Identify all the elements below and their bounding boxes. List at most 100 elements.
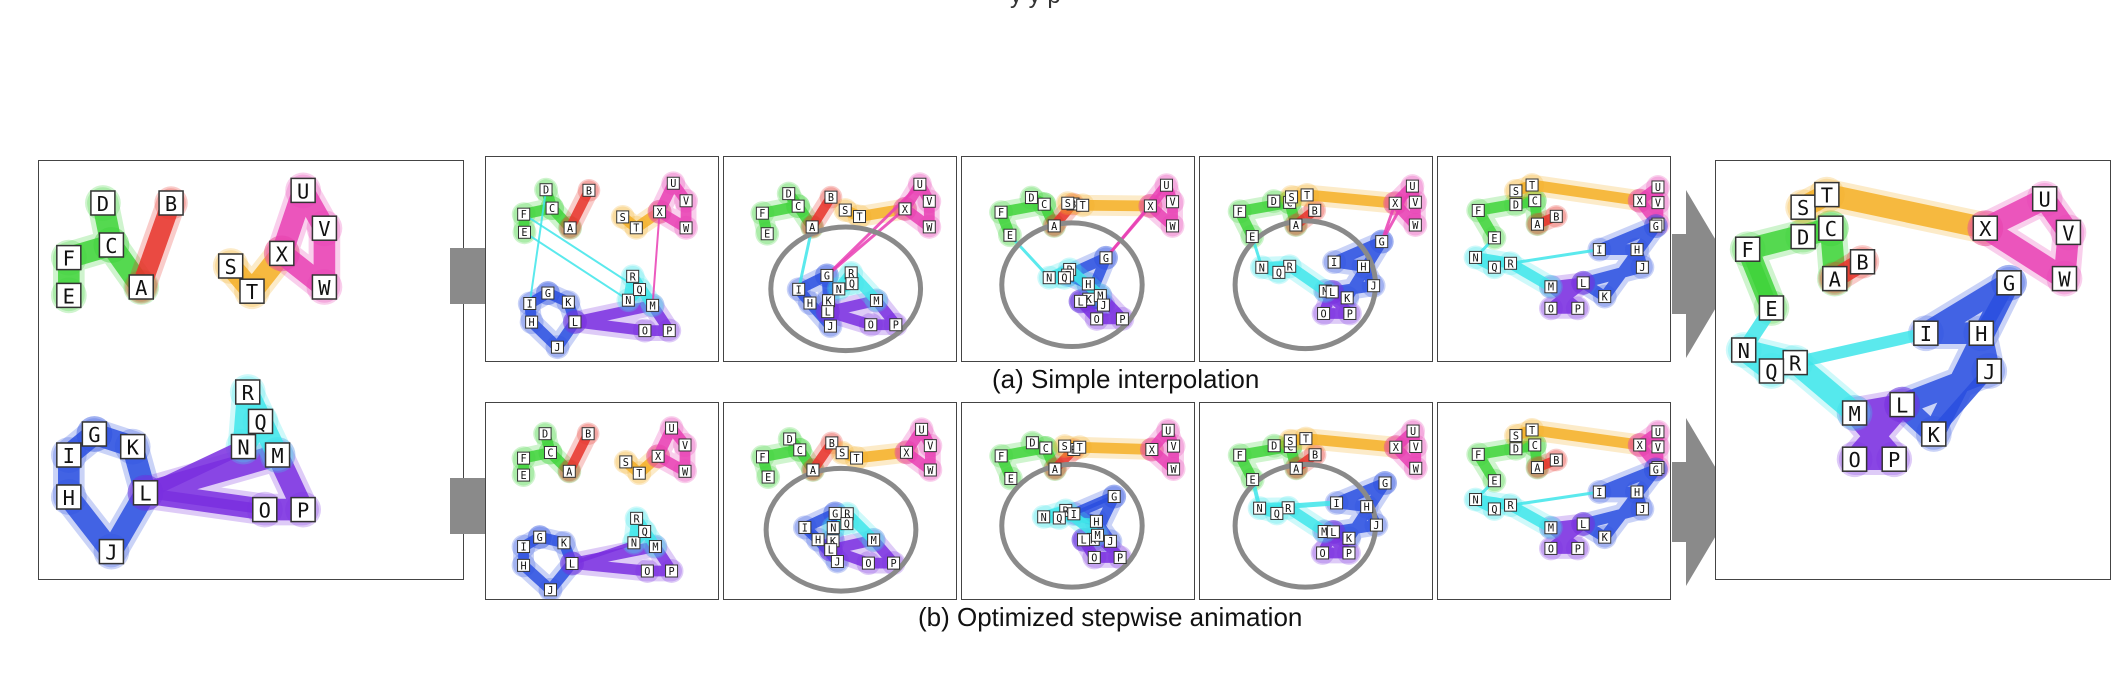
node-u: U	[2031, 186, 2058, 212]
node-t: T	[1525, 178, 1539, 192]
node-o: O	[638, 324, 652, 338]
node-c: C	[98, 232, 125, 258]
set-link	[1104, 183, 1168, 260]
svg-text:J: J	[547, 586, 553, 597]
node-v: V	[2055, 219, 2082, 245]
svg-text:E: E	[1491, 477, 1497, 488]
svg-text:U: U	[1409, 182, 1415, 193]
svg-text:Q: Q	[1765, 360, 1777, 384]
node-q: Q	[1272, 265, 1286, 279]
svg-text:U: U	[2039, 188, 2051, 212]
svg-text:B: B	[829, 439, 835, 450]
svg-text:J: J	[1639, 263, 1645, 274]
svg-text:S: S	[1288, 193, 1294, 204]
node-j: J	[98, 538, 125, 565]
node-h: H	[1630, 243, 1644, 257]
start-graph: D B C FE A UV X ST W R GI K N M L H O P J Q	[50, 172, 343, 570]
svg-text:K: K	[1928, 423, 1941, 447]
node-d: D	[538, 427, 552, 441]
node-g: G	[533, 530, 547, 544]
node-n: N	[627, 536, 641, 550]
svg-text:S: S	[1513, 187, 1519, 198]
node-c: C	[1039, 441, 1053, 455]
svg-text:Q: Q	[636, 285, 642, 296]
svg-text:J: J	[827, 322, 833, 333]
cut-header-text: y y p	[1010, 0, 1061, 10]
svg-text:H: H	[1093, 517, 1099, 528]
node-b: B	[1308, 203, 1322, 217]
svg-text:O: O	[865, 559, 871, 570]
caption-simple-interpolation: (a) Simple interpolation	[992, 364, 1260, 394]
svg-text:I: I	[1331, 258, 1337, 269]
node-i: I	[517, 540, 531, 554]
node-p: P	[889, 318, 903, 332]
node-s: S	[619, 455, 633, 469]
node-m: M	[1091, 528, 1105, 542]
svg-text:P: P	[1347, 309, 1353, 320]
node-e: E	[1487, 231, 1501, 245]
node-e: E	[1245, 230, 1259, 244]
svg-text:O: O	[642, 327, 648, 338]
svg-text:H: H	[1634, 246, 1640, 257]
svg-text:P: P	[1575, 304, 1581, 315]
svg-text:C: C	[547, 448, 553, 459]
node-b: B	[1549, 209, 1563, 223]
node-q: Q	[638, 525, 652, 538]
svg-text:A: A	[567, 224, 573, 235]
node-f: F	[56, 244, 82, 271]
svg-text:U: U	[1163, 181, 1169, 192]
svg-text:F: F	[759, 209, 765, 220]
svg-text:C: C	[1041, 200, 1047, 211]
svg-text:S: S	[1287, 437, 1293, 448]
node-x: X	[269, 240, 295, 266]
node-t: T	[1299, 432, 1313, 446]
svg-text:E: E	[1008, 474, 1014, 485]
set-link	[523, 231, 630, 302]
svg-text:D: D	[787, 435, 793, 446]
svg-text:L: L	[825, 308, 831, 319]
svg-text:M: M	[1097, 292, 1103, 303]
node-u: U	[913, 177, 927, 191]
stepwise-frame-2-graph: D B C FE A UV X S T W RG I KN M LH O P J Q	[750, 417, 943, 594]
svg-text:K: K	[830, 537, 837, 548]
interp-frame-2-graph: D B C FE A UV X ST W R G I KN M L H O P J Q	[750, 172, 942, 354]
svg-text:E: E	[1007, 231, 1013, 242]
svg-text:H: H	[1634, 488, 1640, 499]
svg-text:M: M	[1321, 527, 1327, 538]
node-t: T	[853, 210, 867, 223]
node-w: W	[1409, 461, 1423, 475]
svg-text:B: B	[1856, 251, 1868, 275]
svg-text:W: W	[926, 223, 933, 234]
svg-text:H: H	[1085, 280, 1091, 291]
node-v: V	[679, 194, 693, 208]
node-g: G	[820, 268, 834, 282]
node-c: C	[791, 199, 805, 213]
node-e: E	[760, 227, 774, 241]
svg-text:G: G	[545, 289, 551, 300]
svg-text:D: D	[543, 186, 549, 197]
node-n: N	[1042, 271, 1056, 285]
svg-text:K: K	[1086, 295, 1093, 306]
svg-text:N: N	[1472, 495, 1478, 506]
svg-text:C: C	[1043, 444, 1049, 455]
node-o: O	[1317, 306, 1331, 320]
svg-text:B: B	[1312, 451, 1318, 462]
svg-text:H: H	[63, 486, 75, 510]
svg-text:P: P	[668, 567, 674, 578]
node-u: U	[1405, 179, 1419, 193]
node-l: L	[1326, 525, 1340, 539]
svg-text:X: X	[1392, 199, 1399, 210]
svg-text:D: D	[542, 430, 548, 441]
node-u: U	[666, 176, 680, 190]
node-t: T	[629, 221, 643, 235]
set-link	[138, 439, 251, 500]
svg-text:N: N	[836, 285, 842, 296]
node-o: O	[640, 564, 654, 578]
svg-text:B: B	[165, 192, 177, 216]
svg-text:S: S	[623, 458, 629, 469]
node-a: A	[1530, 461, 1544, 475]
svg-text:H: H	[815, 536, 821, 547]
svg-text:S: S	[1062, 442, 1068, 453]
node-l: L	[1576, 517, 1590, 531]
